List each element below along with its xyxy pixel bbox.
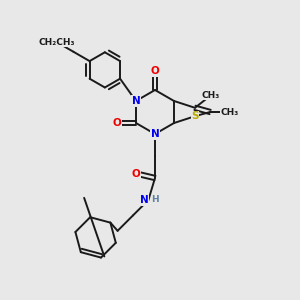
Text: CH₂CH₃: CH₂CH₃ bbox=[39, 38, 76, 47]
Text: CH₃: CH₃ bbox=[201, 91, 220, 100]
Text: O: O bbox=[132, 169, 141, 178]
Text: O: O bbox=[151, 66, 159, 76]
Text: N: N bbox=[140, 195, 148, 205]
Text: N: N bbox=[132, 96, 140, 106]
Text: CH₃: CH₃ bbox=[221, 107, 239, 116]
Text: O: O bbox=[113, 118, 122, 128]
Text: N: N bbox=[151, 129, 159, 139]
Text: H: H bbox=[152, 196, 159, 205]
Text: S: S bbox=[191, 111, 199, 121]
